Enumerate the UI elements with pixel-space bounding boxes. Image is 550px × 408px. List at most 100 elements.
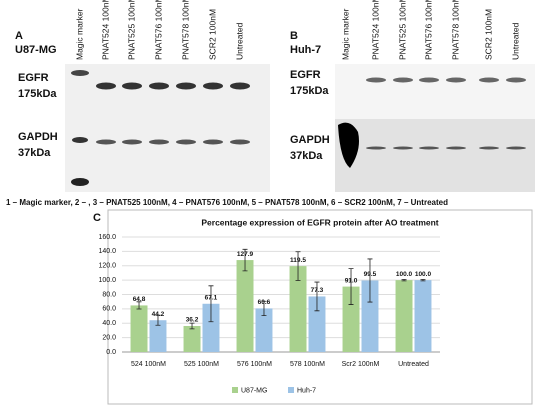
bar	[414, 280, 432, 352]
band	[419, 146, 439, 150]
lane-label: PNAT524 100nM	[370, 0, 380, 60]
row-protein: EGFR	[18, 72, 49, 84]
band	[203, 139, 223, 145]
error-bar	[208, 285, 214, 323]
bar	[183, 325, 201, 352]
value-label: 100.0	[396, 271, 413, 278]
x-tick-label: Scr2 100nM	[342, 361, 380, 368]
lane-label: Magic marker	[74, 8, 84, 60]
lane-label: Magic marker	[340, 8, 350, 60]
y-tick-label: 60.0	[102, 306, 116, 313]
row-size: 37kDa	[18, 147, 51, 159]
band	[96, 82, 116, 90]
bar	[342, 286, 360, 352]
band	[230, 139, 250, 145]
marker-band	[71, 70, 89, 76]
marker-blob	[338, 122, 359, 168]
lane-label: Untreated	[234, 22, 244, 60]
lane-label: PNAT578 100nM	[180, 0, 190, 60]
band	[479, 77, 499, 83]
error-bar	[136, 301, 142, 310]
error-bar	[155, 314, 161, 326]
cell-line: Huh-7	[290, 44, 321, 56]
lane-label: PNAT576 100nM	[423, 0, 433, 60]
error-bar	[189, 322, 195, 330]
value-label: 44.2	[152, 311, 165, 318]
marker-band	[71, 178, 89, 186]
legend-label: Huh-7	[297, 387, 316, 394]
lane-label: SCR2 100nM	[483, 9, 493, 60]
cell-line: U87-MG	[15, 44, 57, 56]
row-protein: GAPDH	[18, 131, 58, 143]
error-bar	[420, 279, 426, 282]
x-tick-label: 524 100nM	[131, 361, 166, 368]
bar	[255, 308, 273, 352]
band	[149, 82, 169, 90]
value-label: 77.3	[311, 287, 324, 294]
value-label: 119.5	[290, 257, 306, 264]
bar	[308, 296, 326, 352]
marker-band	[72, 137, 88, 143]
bar	[361, 280, 379, 352]
y-tick-label: 160.0	[98, 234, 116, 241]
row-protein: EGFR	[290, 69, 321, 81]
x-tick-label: 578 100nM	[290, 361, 325, 368]
bar	[130, 305, 148, 352]
y-tick-label: 100.0	[98, 277, 116, 284]
value-label: 60.6	[258, 299, 271, 306]
blot-b-gapdh	[335, 119, 535, 192]
lane-label: Untreated	[510, 22, 520, 60]
value-label: 91.0	[345, 277, 358, 284]
bar	[149, 320, 167, 352]
bar	[202, 303, 220, 352]
panel-letter: A	[15, 30, 23, 42]
row-size: 175kDa	[18, 88, 57, 100]
band	[419, 77, 439, 83]
band	[96, 139, 116, 145]
value-label: 67.1	[205, 294, 218, 301]
row-size: 175kDa	[290, 85, 329, 97]
band	[393, 146, 413, 150]
band	[122, 82, 142, 90]
y-tick-label: 80.0	[102, 291, 116, 298]
chart-title: Percentage expression of EGFR protein af…	[201, 217, 438, 227]
value-label: 64.8	[133, 296, 146, 303]
row-protein: GAPDH	[290, 134, 330, 146]
y-tick-label: 20.0	[102, 334, 116, 341]
error-bar	[401, 279, 407, 282]
error-bar	[314, 281, 320, 312]
lane-label: PNAT524 100nM	[100, 0, 110, 60]
legend-swatch	[232, 387, 238, 393]
y-tick-label: 140.0	[98, 248, 116, 255]
x-tick-label: 576 100nM	[237, 361, 272, 368]
caption: 1 – Magic marker, 2 – , 3 – PNAT525 100n…	[6, 198, 448, 207]
lane-label: PNAT525 100nM	[126, 0, 136, 60]
lane-label: SCR2 100nM	[207, 9, 217, 60]
panel-letter: B	[290, 30, 298, 42]
band	[366, 146, 386, 150]
band	[479, 146, 499, 150]
bar	[236, 260, 254, 352]
band	[446, 77, 466, 83]
legend-label: U87-MG	[241, 387, 267, 394]
x-tick-label: Untreated	[398, 361, 429, 368]
bar	[395, 280, 413, 352]
band	[506, 146, 526, 150]
y-tick-label: 0.0	[106, 349, 116, 356]
legend-swatch	[288, 387, 294, 393]
error-bar	[295, 251, 301, 281]
y-tick-label: 40.0	[102, 320, 116, 327]
band	[446, 146, 466, 150]
lane-label: PNAT525 100nM	[397, 0, 407, 60]
error-bar	[348, 268, 354, 305]
error-bar	[367, 258, 373, 303]
band	[176, 139, 196, 145]
blot-b-egfr	[335, 64, 535, 119]
row-size: 37kDa	[290, 150, 323, 162]
value-label: 127.9	[237, 251, 254, 258]
bar	[289, 266, 307, 352]
y-tick-label: 120.0	[98, 263, 116, 270]
error-bar	[261, 300, 267, 317]
band	[393, 77, 413, 83]
